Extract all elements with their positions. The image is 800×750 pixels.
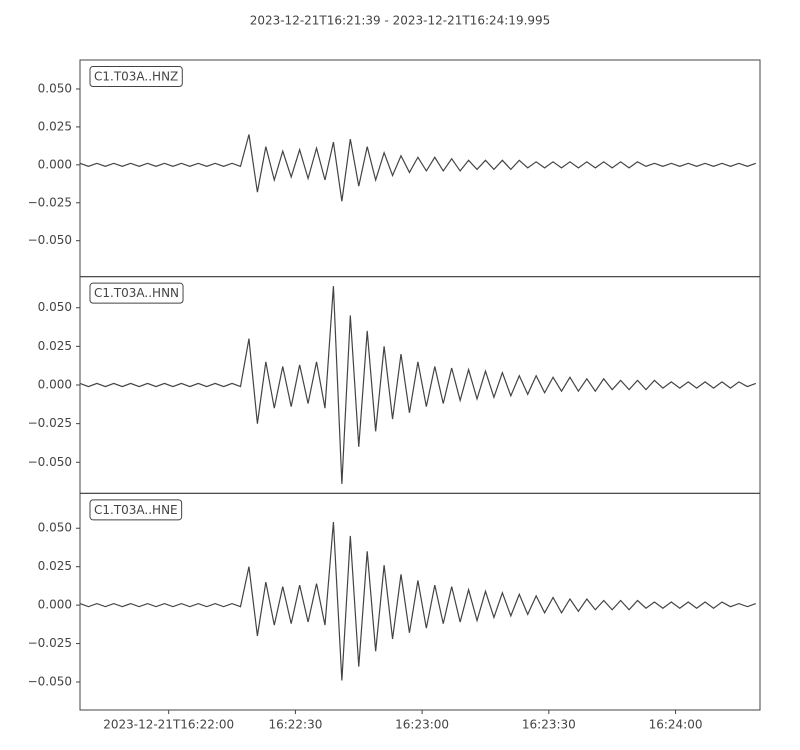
y-tick-label: −0.050 (28, 455, 72, 469)
x-tick-label: 16:24:00 (649, 718, 703, 732)
y-tick-label: 0.025 (38, 559, 72, 573)
y-tick-label: 0.000 (38, 378, 72, 392)
y-tick-label: 0.000 (38, 157, 72, 171)
y-tick-label: −0.050 (28, 675, 72, 689)
y-tick-label: 0.025 (38, 119, 72, 133)
waveform (79, 522, 757, 681)
trace-label: C1.T03A..HNZ (94, 70, 178, 84)
y-tick-label: −0.025 (28, 636, 72, 650)
trace-label-box (89, 66, 183, 87)
panel-frame (79, 492, 761, 711)
x-tick-label: 16:22:30 (268, 718, 322, 732)
panel-frame (79, 276, 761, 494)
trace-label-box (89, 499, 183, 521)
y-tick-label: 0.050 (38, 300, 72, 314)
y-tick-label: −0.050 (28, 233, 72, 247)
x-tick-label: 16:23:30 (522, 718, 576, 732)
y-tick-label: 0.000 (38, 598, 72, 612)
y-tick-label: 0.050 (38, 521, 72, 535)
y-tick-label: 0.025 (38, 339, 72, 353)
trace-label: C1.T03A..HNE (94, 503, 178, 517)
trace-label-box (89, 282, 184, 304)
panel-frame (79, 59, 761, 278)
y-tick-label: 0.050 (38, 81, 72, 95)
x-tick-label: 2023-12-21T16:22:00 (103, 718, 234, 732)
trace-label: C1.T03A..HNN (94, 286, 179, 300)
x-tick-label: 16:23:00 (395, 718, 449, 732)
y-tick-label: −0.025 (28, 195, 72, 209)
y-tick-label: −0.025 (28, 416, 72, 430)
waveform (79, 134, 757, 202)
waveform (79, 286, 757, 484)
chart-title: 2023-12-21T16:21:39 - 2023-12-21T16:24:1… (250, 14, 551, 28)
